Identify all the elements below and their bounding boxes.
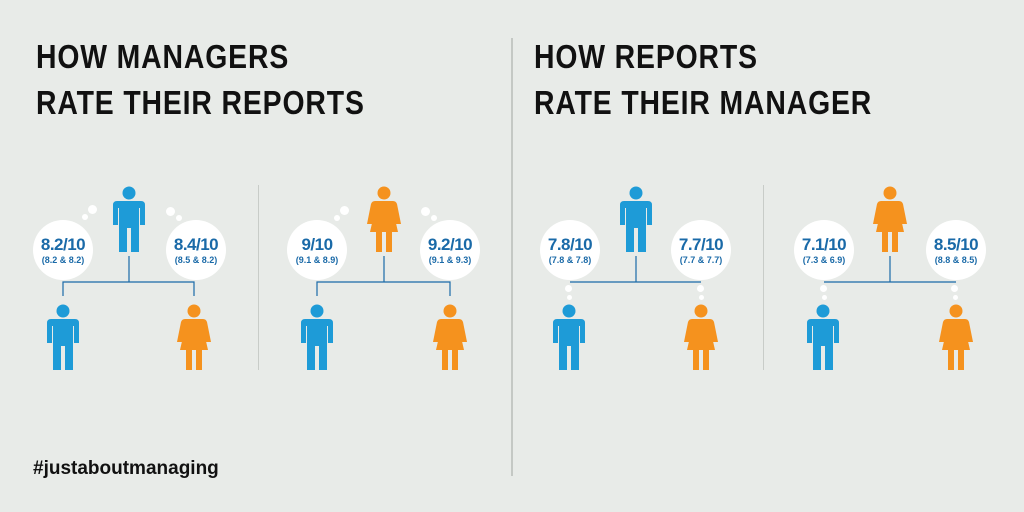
rating-score: 8.2/10: [40, 235, 86, 254]
rating-detail: (7.8 & 7.8): [548, 255, 592, 265]
manager-female-icon: [367, 186, 401, 259]
rating-score: 8.5/10: [933, 235, 979, 254]
hashtag: #justaboutmanaging: [33, 458, 219, 479]
thought-dot: [334, 215, 340, 221]
thought-dot: [699, 295, 704, 300]
thought-dot: [565, 285, 572, 292]
rating-detail: (7.3 & 6.9): [802, 255, 846, 265]
thought-dot: [951, 285, 958, 292]
report-female-icon: [684, 304, 718, 377]
main-divider: [511, 38, 513, 476]
report-male-icon: [300, 304, 334, 377]
left-sub-divider: [258, 185, 259, 370]
left-section-title: HOW MANAGERS RATE THEIR REPORTS: [36, 34, 365, 126]
thought-dot: [176, 215, 182, 221]
rating-score: 8.4/10: [173, 235, 219, 254]
right-sub-divider: [763, 185, 764, 370]
left-title-line-1: HOW MANAGERS: [36, 38, 290, 75]
report-male-icon: [806, 304, 840, 377]
report-male-icon: [46, 304, 80, 377]
rating-score: 9/10: [301, 235, 333, 254]
rating-bubble: 9/10 (9.1 & 8.9): [287, 220, 347, 280]
rating-score: 7.7/10: [678, 235, 724, 254]
thought-dot: [82, 214, 88, 220]
thought-dot: [421, 207, 430, 216]
rating-detail: (8.2 & 8.2): [41, 255, 85, 265]
thought-dot: [340, 206, 349, 215]
right-section-title: HOW REPORTS RATE THEIR MANAGER: [534, 34, 872, 126]
rating-bubble: 7.7/10 (7.7 & 7.7): [671, 220, 731, 280]
thought-dot: [822, 295, 827, 300]
thought-dot: [697, 285, 704, 292]
right-title-line-2: RATE THEIR MANAGER: [534, 84, 873, 121]
thought-dot: [567, 295, 572, 300]
rating-score: 7.8/10: [547, 235, 593, 254]
manager-male-icon: [619, 186, 653, 259]
thought-dot: [953, 295, 958, 300]
rating-bubble: 8.5/10 (8.8 & 8.5): [926, 220, 986, 280]
rating-detail: (7.7 & 7.7): [679, 255, 723, 265]
report-female-icon: [939, 304, 973, 377]
rating-detail: (9.1 & 9.3): [428, 255, 472, 265]
report-male-icon: [552, 304, 586, 377]
thought-dot: [820, 285, 827, 292]
rating-detail: (8.5 & 8.2): [174, 255, 218, 265]
report-female-icon: [433, 304, 467, 377]
rating-score: 7.1/10: [801, 235, 847, 254]
left-title-line-2: RATE THEIR REPORTS: [36, 84, 365, 121]
rating-detail: (8.8 & 8.5): [934, 255, 978, 265]
thought-dot: [166, 207, 175, 216]
right-title-line-1: HOW REPORTS: [534, 38, 758, 75]
rating-bubble: 7.8/10 (7.8 & 7.8): [540, 220, 600, 280]
rating-detail: (9.1 & 8.9): [295, 255, 339, 265]
thought-dot: [88, 205, 97, 214]
manager-male-icon: [112, 186, 146, 259]
rating-bubble: 8.4/10 (8.5 & 8.2): [166, 220, 226, 280]
rating-bubble: 8.2/10 (8.2 & 8.2): [33, 220, 93, 280]
rating-bubble: 7.1/10 (7.3 & 6.9): [794, 220, 854, 280]
rating-bubble: 9.2/10 (9.1 & 9.3): [420, 220, 480, 280]
manager-female-icon: [873, 186, 907, 259]
rating-score: 9.2/10: [427, 235, 473, 254]
thought-dot: [431, 215, 437, 221]
report-female-icon: [177, 304, 211, 377]
